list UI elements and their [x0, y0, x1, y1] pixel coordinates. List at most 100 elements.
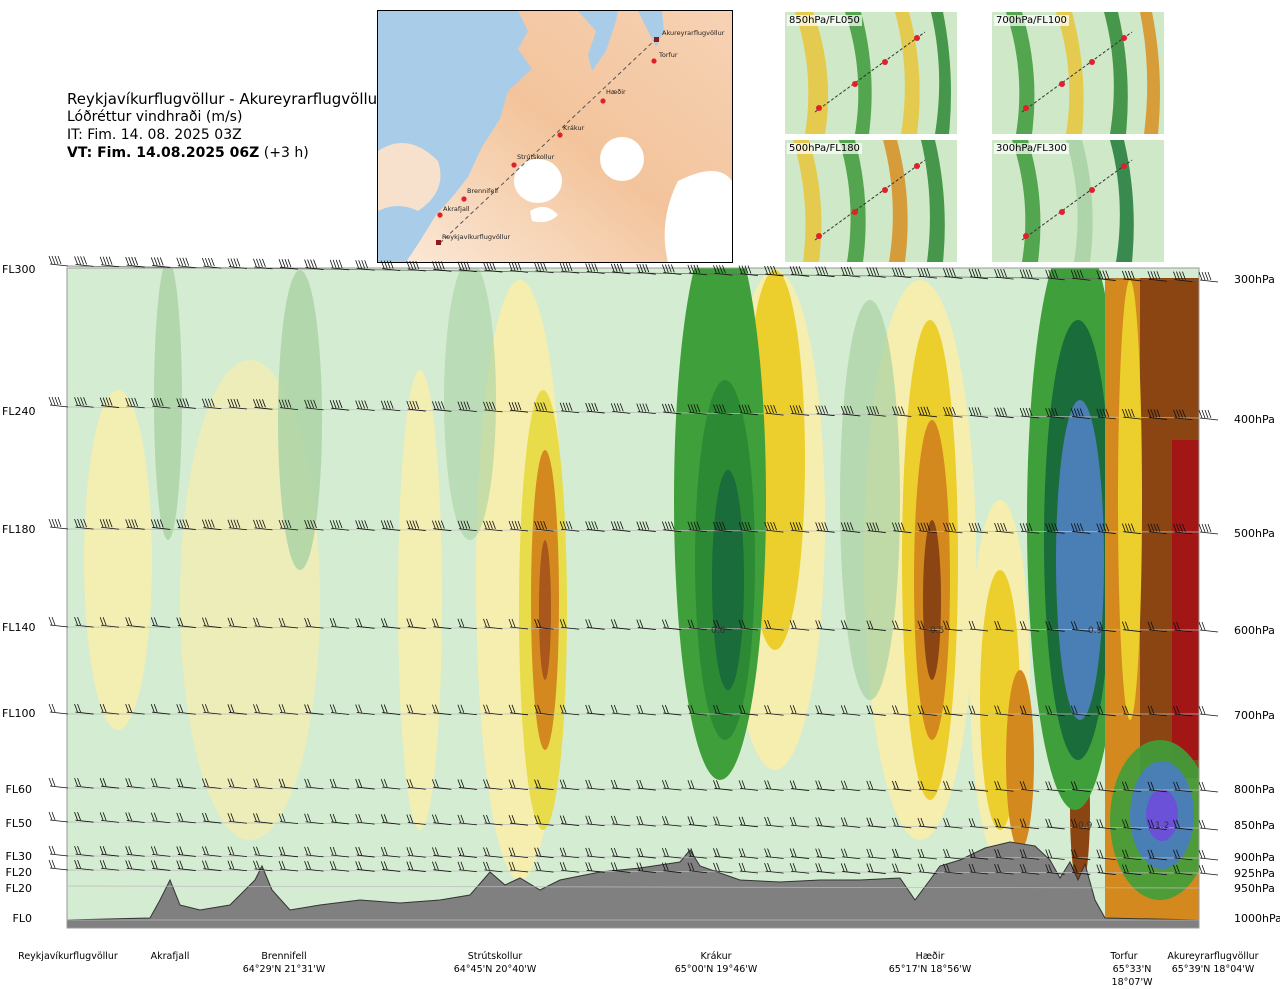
thumb-300[interactable]: 300hPa/FL300	[992, 140, 1164, 262]
wind-barb	[534, 704, 554, 716]
wind-barb	[74, 703, 94, 715]
location-name: Torfur	[1110, 951, 1138, 962]
wind-barb	[994, 781, 1014, 792]
map-label-brennifell: Brennifell	[467, 187, 498, 195]
waypoint-marker-strutskollur	[511, 162, 517, 168]
pa-label-3: 600hPa	[1234, 624, 1275, 637]
wind-barb	[943, 818, 963, 829]
wind-barb	[1070, 781, 1091, 792]
wind-barb	[355, 618, 375, 629]
wind-barb	[1173, 409, 1193, 421]
thumb-700[interactable]: 700hPa/FL100	[992, 12, 1164, 134]
wind-barb	[457, 520, 477, 532]
wind-barb	[968, 849, 989, 860]
fl-label-6: FL50	[5, 817, 32, 830]
location-name: Strútskollur	[467, 951, 523, 962]
thumb-850[interactable]: 850hPa/FL050	[785, 12, 957, 134]
location-name: Brennifell	[261, 951, 307, 962]
wind-barb	[1019, 864, 1040, 875]
fl-label-5: FL60	[5, 783, 32, 796]
wind-barb	[227, 813, 247, 824]
wind-barb	[355, 704, 375, 715]
wind-barb	[329, 846, 350, 858]
waypoint-marker-akureyri	[654, 37, 659, 42]
wind-barb	[125, 703, 145, 715]
wind-barb	[48, 616, 69, 628]
wind-barb	[891, 406, 912, 417]
location-coord: 64°45'N 20°40'W	[453, 964, 537, 975]
wind-barb	[99, 519, 120, 530]
wind-barb	[789, 266, 810, 277]
wind-barb	[355, 260, 375, 271]
wind-barb	[559, 862, 580, 873]
wind-barb	[304, 813, 324, 825]
wind-barb	[1096, 523, 1116, 534]
wind-barb	[815, 848, 835, 860]
location-brennifell: Brennifell 64°29'N 21°31'W	[236, 950, 332, 976]
wind-barb	[1173, 705, 1193, 717]
wind-barb	[534, 262, 554, 274]
wind-barb	[610, 263, 631, 275]
wind-barb	[457, 779, 477, 790]
wind-barb	[534, 815, 554, 826]
wind-barb	[1173, 864, 1193, 876]
wind-barb	[253, 846, 273, 858]
waypoint-marker-akrafjall	[437, 212, 443, 218]
wind-barb	[687, 704, 707, 716]
wind-barb	[1121, 819, 1142, 830]
wind-barb	[406, 400, 426, 412]
wind-barb	[917, 620, 937, 632]
wind-barb	[431, 861, 452, 873]
wind-barb	[1198, 819, 1219, 831]
wind-barb	[610, 403, 631, 414]
wind-barb	[891, 863, 912, 875]
wind-barb	[48, 859, 69, 871]
wind-barb	[713, 404, 733, 415]
wind-barb	[738, 265, 759, 276]
wind-barb	[789, 863, 810, 874]
wind-barb	[99, 860, 120, 871]
wind-barb	[304, 860, 324, 872]
fl-label-10: FL0	[12, 912, 32, 925]
pa-label-1: 400hPa	[1234, 413, 1275, 426]
wind-barb	[636, 619, 656, 630]
wind-barb	[329, 813, 350, 825]
wind-barb	[125, 256, 145, 268]
wind-barb	[1070, 705, 1091, 717]
thumb-500[interactable]: 500hPa/FL180	[785, 140, 957, 262]
wind-barb	[1198, 849, 1219, 861]
wind-barb	[201, 398, 222, 410]
wind-barb	[380, 520, 401, 531]
wind-barb	[48, 845, 69, 857]
wind-barb	[738, 404, 759, 416]
wind-barb	[380, 861, 401, 872]
wind-barb	[1198, 705, 1219, 717]
wind-barb	[713, 521, 733, 533]
thumb-700-label: 700hPa/FL100	[994, 15, 1069, 26]
wind-barb	[943, 620, 963, 632]
wind-barb	[1070, 849, 1091, 860]
waypoint-marker-torfur	[651, 58, 657, 64]
wind-barb	[380, 400, 401, 412]
wind-barb	[636, 403, 656, 415]
wind-barb	[764, 862, 784, 874]
wind-barb	[304, 617, 324, 629]
wind-barb	[99, 617, 120, 628]
wind-barb	[840, 266, 861, 278]
wind-barb	[483, 520, 503, 532]
wind-barb	[1045, 269, 1065, 281]
wind-barb	[176, 519, 196, 530]
location-name: Akureyrarflugvöllur	[1167, 951, 1259, 962]
wind-barb	[840, 848, 861, 860]
wind-barb	[840, 863, 861, 874]
wind-barb	[74, 845, 94, 857]
wind-barb	[534, 618, 554, 630]
wind-barb	[1045, 705, 1065, 717]
wind-barb	[406, 861, 426, 872]
wind-barb	[559, 779, 580, 791]
wind-barb	[483, 704, 503, 716]
wind-barb	[1070, 523, 1091, 534]
wind-barb	[355, 400, 375, 411]
wind-barb	[406, 779, 426, 790]
wind-barb	[968, 818, 989, 829]
